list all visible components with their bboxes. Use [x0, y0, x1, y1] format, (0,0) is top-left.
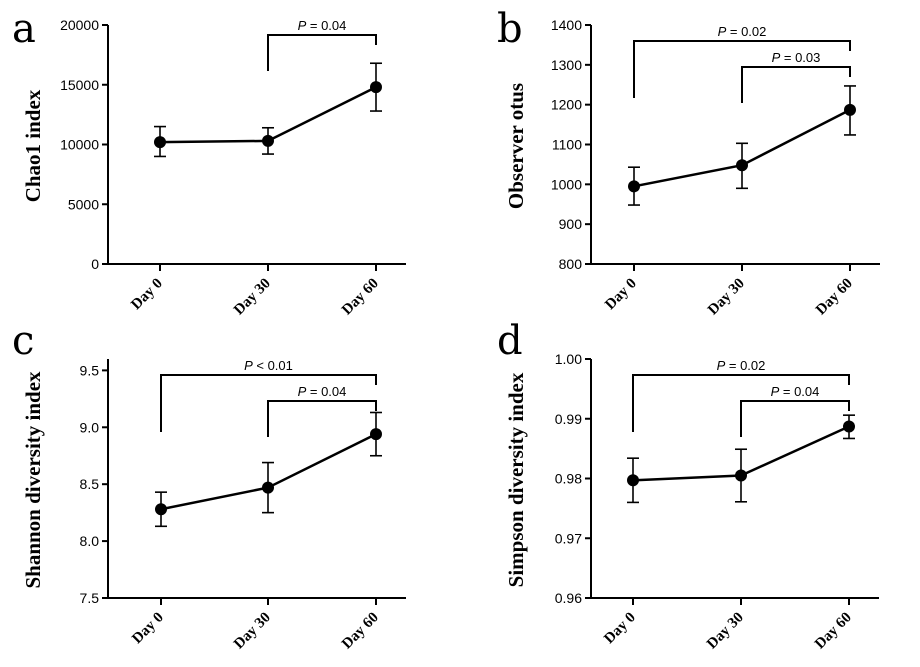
- panel-b-ytick-label: 800: [559, 256, 583, 272]
- panel-c-ytick-label: 8.0: [80, 533, 100, 549]
- panel-d-xtick-label: Day 0: [601, 610, 639, 648]
- panel-c-ytick-label: 7.5: [80, 590, 100, 606]
- panel-d-p-value: P = 0.02: [717, 358, 766, 373]
- panel-a-ytick-label: 0: [91, 256, 99, 272]
- p-value-text: = 0.02: [725, 358, 765, 373]
- panel-c-xtick-label: Day 0: [129, 610, 167, 648]
- p-symbol: P: [298, 384, 307, 399]
- figure-canvas: a Chao1 index 0 5000 10000 15000 20000 Day 0 D…: [0, 0, 920, 667]
- panel-d-ytick-label: 0.96: [555, 590, 582, 606]
- panel-b-xtick-label: Day 30: [705, 276, 748, 319]
- panel-a-xtick-label: Day 0: [128, 276, 166, 314]
- panel-d-ytick-label: 0.97: [555, 530, 582, 546]
- panel-b-p-value: P = 0.03: [772, 50, 821, 65]
- panel-a-ytick-label: 5000: [68, 196, 99, 212]
- panel-b-plot: 800 900 1000 1100 1200 1300 1400 Day 0 Day 30 Day…: [551, 17, 880, 318]
- panel-a-data-point: [154, 136, 166, 148]
- panel-c-xtick-label: Day 30: [231, 610, 274, 653]
- panel-c-ytick-label: 8.5: [80, 476, 100, 492]
- panel-a-xtick-label: Day 30: [231, 276, 274, 319]
- panel-c-ytick-label: 9.5: [80, 362, 100, 378]
- panel-c-ylabel: Shannon diversity index: [21, 371, 45, 589]
- panel-d-plot: 0.96 0.97 0.98 0.99 1.00 Day 0 Day 30 Day 60 P =…: [555, 351, 879, 652]
- panel-b-ytick-label: 1000: [551, 176, 582, 192]
- p-symbol: P: [298, 18, 307, 33]
- p-value-text: = 0.03: [780, 50, 820, 65]
- p-value-text: < 0.01: [253, 358, 293, 373]
- p-value-text: = 0.02: [726, 24, 766, 39]
- p-symbol: P: [772, 50, 781, 65]
- panel-c: c Shannon diversity index 7.5 8.0 8.5 9.0 9.…: [12, 318, 406, 652]
- panel-d-ytick-label: 1.00: [555, 351, 582, 367]
- panel-c-p-value: P < 0.01: [244, 358, 293, 373]
- panel-a: a Chao1 index 0 5000 10000 15000 20000 Day 0 D…: [12, 6, 406, 318]
- panel-a-data-point: [262, 135, 274, 147]
- panel-b-significance-bracket: [742, 67, 850, 103]
- panel-b-ytick-label: 1300: [551, 57, 582, 73]
- panel-b-letter: b: [497, 6, 523, 52]
- panel-a-ytick-label: 15000: [60, 77, 99, 93]
- panel-a-ytick-label: 20000: [60, 17, 99, 33]
- panel-a-ytick-label: 10000: [60, 137, 99, 153]
- panel-c-data-point: [370, 428, 382, 440]
- panel-b-ytick-label: 900: [559, 216, 583, 232]
- panel-a-plot: 0 5000 10000 15000 20000 Day 0 Day 30 Day 60 P =…: [60, 17, 406, 318]
- panel-d-xtick-label: Day 30: [704, 610, 747, 653]
- panel-a-data-point: [370, 81, 382, 93]
- panel-c-p-value: P = 0.04: [298, 384, 347, 399]
- panel-a-ylabel: Chao1 index: [21, 89, 45, 202]
- panel-d-data-point: [843, 421, 855, 433]
- p-value-text: = 0.04: [306, 384, 346, 399]
- panel-b-ytick-label: 1100: [552, 137, 582, 153]
- panel-c-data-point: [262, 482, 274, 494]
- panel-d-ylabel: Simpson diversity index: [504, 372, 528, 587]
- panel-d-ytick-label: 0.99: [555, 411, 582, 427]
- panel-b-ytick-label: 1400: [551, 17, 582, 33]
- panel-d-xtick-label: Day 60: [812, 610, 855, 653]
- p-value-text: = 0.04: [306, 18, 346, 33]
- panel-a-significance-bracket: [268, 35, 376, 71]
- panel-b-ylabel: Observer otus: [504, 83, 528, 209]
- panel-c-ytick-label: 9.0: [80, 419, 100, 435]
- panel-d-ytick-label: 0.98: [555, 471, 582, 487]
- panel-b-xtick-label: Day 0: [602, 276, 640, 314]
- panel-c-data-point: [155, 503, 167, 515]
- p-symbol: P: [718, 24, 727, 39]
- panel-b-data-point: [844, 104, 856, 116]
- p-value-text: = 0.04: [779, 384, 819, 399]
- p-symbol: P: [244, 358, 253, 373]
- p-symbol: P: [717, 358, 726, 373]
- p-symbol: P: [771, 384, 780, 399]
- panel-d-data-point: [735, 470, 747, 482]
- panel-a-p-value: P = 0.04: [298, 18, 347, 33]
- panel-b-data-point: [628, 180, 640, 192]
- panel-c-plot: 7.5 8.0 8.5 9.0 9.5 Day 0 Day 30 Day 60 P < 0.01…: [80, 358, 406, 652]
- panel-b-xtick-label: Day 60: [813, 276, 856, 319]
- panel-c-xtick-label: Day 60: [339, 610, 382, 653]
- panel-b-data-point: [736, 159, 748, 171]
- panel-c-significance-bracket: [268, 401, 376, 437]
- panel-d-letter: d: [497, 318, 523, 364]
- panel-d-data-point: [627, 474, 639, 486]
- panel-d: d Simpson diversity index 0.960.970.980.…: [497, 318, 879, 652]
- panel-a-xtick-label: Day 60: [339, 276, 382, 319]
- panel-b: b Observer otus 800 900 1000 1100 1200 1300 14…: [497, 6, 880, 318]
- panel-a-letter: a: [12, 6, 36, 52]
- panel-c-letter: c: [12, 318, 34, 364]
- panel-d-p-value: P = 0.04: [771, 384, 820, 399]
- panel-b-p-value: P = 0.02: [718, 24, 767, 39]
- panel-d-significance-bracket: [741, 401, 849, 437]
- panel-b-ytick-label: 1200: [551, 97, 582, 113]
